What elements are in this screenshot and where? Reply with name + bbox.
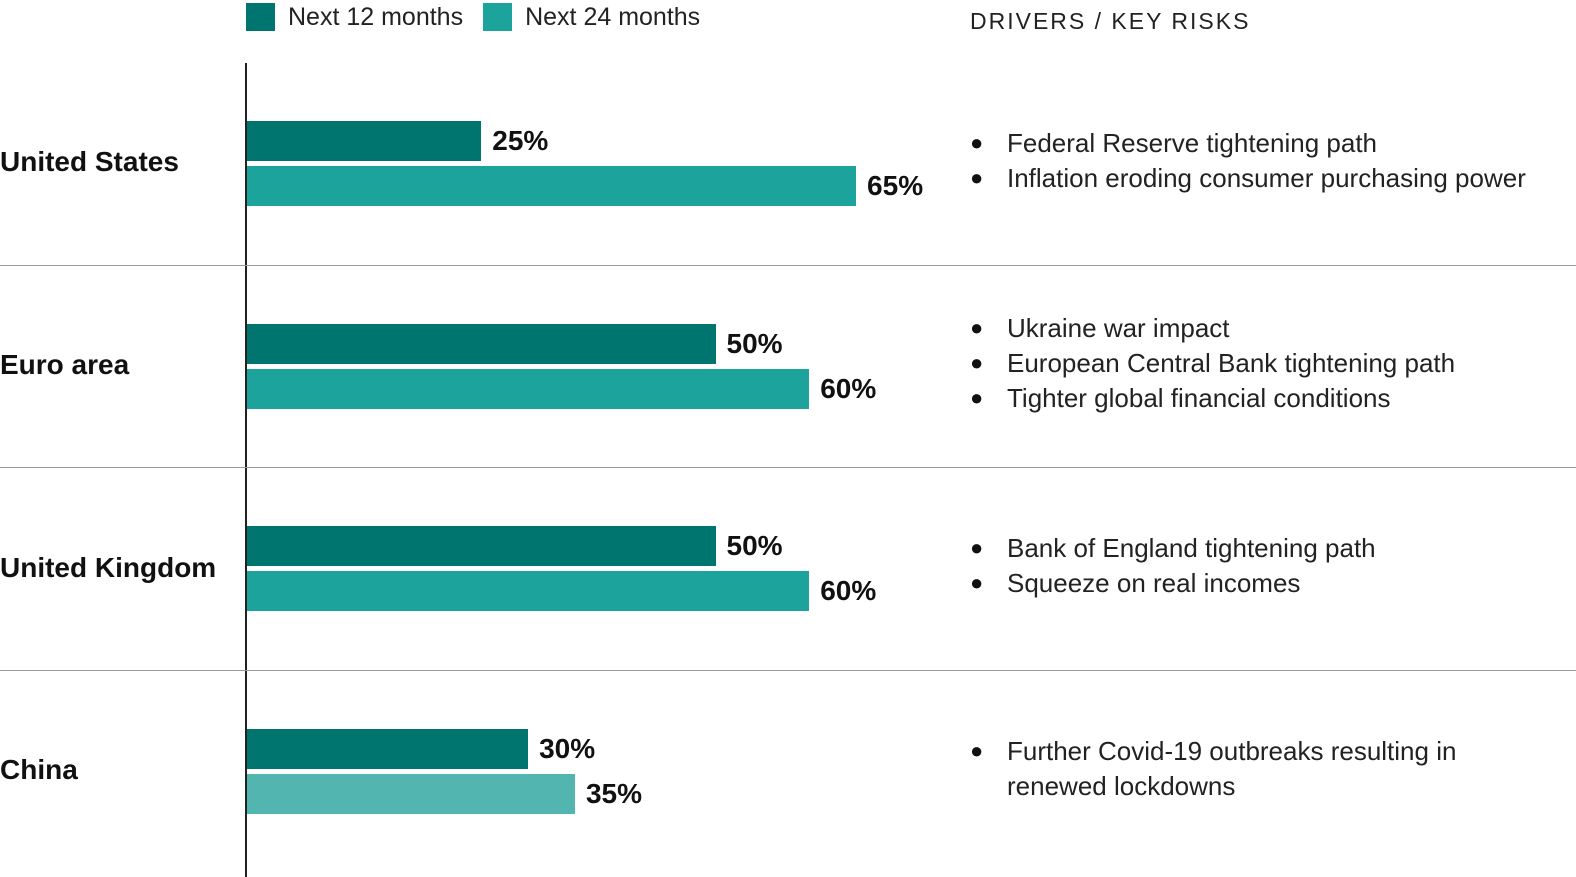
row-divider [0, 467, 1576, 468]
bullet-icon: ● [970, 315, 984, 340]
bar-value-label: 25% [492, 125, 549, 156]
bar-value-label: 60% [820, 373, 877, 404]
bar-china-next-24-months [247, 774, 575, 814]
bullet-icon: ● [970, 165, 984, 190]
bar-value-label: 50% [726, 530, 783, 561]
row-divider [0, 670, 1576, 671]
risk-item: ● Bank of England tightening path [970, 533, 1376, 563]
country-label-united-states: United States [0, 146, 179, 177]
bar-value-label: 65% [867, 170, 924, 201]
risk-item: ● Inflation eroding consumer purchasing p… [970, 163, 1526, 193]
bar-value-label: 50% [726, 328, 783, 359]
legend-item-next-24-months: Next 24 months [483, 3, 700, 32]
bar-china-next-12-months [247, 729, 529, 769]
risk-list-euro-area: ● Ukraine war impact ● European Central Ba… [970, 311, 1455, 416]
risk-item: ● Further Covid-19 outbreaks resulting in… [970, 736, 1457, 801]
country-label-china: China [0, 754, 78, 785]
bullet-icon: ● [970, 738, 984, 763]
risk-item: ● Squeeze on real incomes [970, 568, 1301, 598]
bar-euro-area-next-12-months [247, 324, 716, 364]
risk-item: ● Federal Reserve tightening path [970, 128, 1378, 158]
risk-list-china: ● Further Covid-19 outbreaks resulting in… [970, 734, 1527, 804]
bullet-icon: ● [970, 350, 984, 375]
bar-united-kingdom-next-24-months [247, 571, 810, 611]
bar-united-states-next-12-months [247, 121, 482, 161]
legend-swatch-next-12-months [246, 3, 275, 31]
legend-label-next-24-months: Next 24 months [525, 2, 701, 31]
legend-swatch-next-24-months [483, 3, 513, 31]
row-divider [0, 265, 1576, 266]
legend-item-next-12-months: Next 12 months [246, 3, 463, 32]
risk-item: ● Tighter global financial conditions [970, 383, 1391, 413]
bar-value-label: 35% [585, 778, 642, 809]
risk-list-united-kingdom: ● Bank of England tightening path ● Squeez… [970, 531, 1376, 601]
bullet-icon: ● [970, 535, 984, 560]
bar-united-states-next-24-months [247, 166, 857, 206]
risk-item: ● European Central Bank tightening path [970, 348, 1456, 378]
bullet-icon: ● [970, 570, 984, 595]
bar-value-label: 60% [820, 575, 877, 606]
bullet-icon: ● [970, 385, 984, 410]
bar-euro-area-next-24-months [247, 369, 810, 409]
country-label-euro-area: Euro area [0, 349, 130, 380]
risks-column-header: DRIVERS / KEY RISKS [970, 8, 1251, 34]
category-axis-line [245, 63, 247, 877]
country-label-united-kingdom: United Kingdom [0, 552, 217, 583]
legend-label-next-12-months: Next 12 months [288, 2, 464, 31]
risk-list-united-states: ● Federal Reserve tightening path ● Inflat… [970, 126, 1526, 196]
bar-value-label: 30% [539, 733, 596, 764]
bar-united-kingdom-next-12-months [247, 526, 716, 566]
risk-item: ● Ukraine war impact [970, 313, 1230, 343]
chart-legend: Next 12 months Next 24 months [246, 2, 720, 32]
bullet-icon: ● [970, 130, 984, 155]
